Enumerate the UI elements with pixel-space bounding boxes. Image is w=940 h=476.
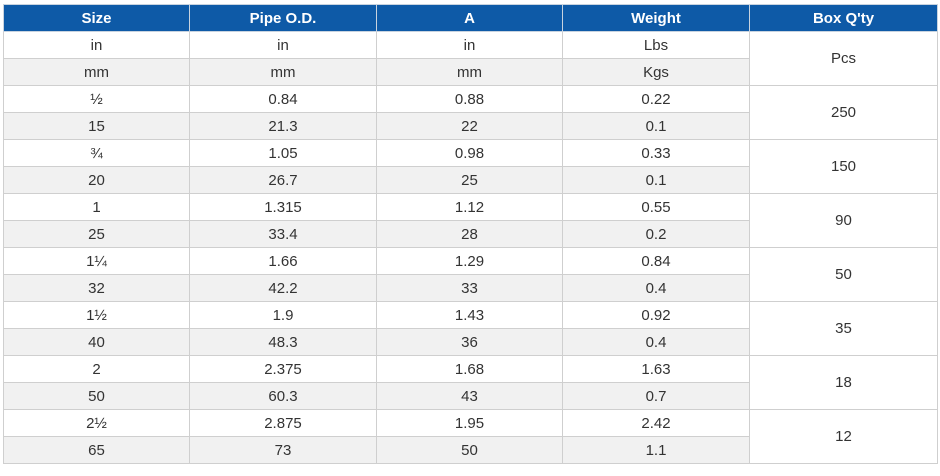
table-row-imperial: 1½ 1.9 1.43 0.92 35 [3,301,938,356]
weight-cell: 1.1 [562,436,750,464]
a-cell: 43 [376,382,563,410]
a-cell: 1.68 [376,355,563,383]
table-row-imperial: 2½ 2.875 1.95 2.42 12 [3,409,938,464]
weight-cell: 0.55 [562,193,750,221]
pipe-od-cell: 2.375 [189,355,377,383]
weight-cell: 0.2 [562,220,750,248]
table-row-metric: 25 33.4 28 0.2 [3,220,938,248]
pipe-od-cell: 2.875 [189,409,377,437]
size-cell: 40 [3,328,190,356]
header-box-qty: Box Q'ty [749,4,938,32]
weight-cell: 0.1 [562,112,750,140]
pipe-od-cell: 1.315 [189,193,377,221]
table-cell: mm [189,58,377,86]
size-cell: 15 [3,112,190,140]
table-row-imperial: ¾ 1.05 0.98 0.33 150 [3,139,938,194]
pipe-od-cell: 1.9 [189,301,377,329]
a-cell: 36 [376,328,563,356]
box-qty-cell: 250 [749,85,938,140]
pipe-od-cell: 0.84 [189,85,377,113]
weight-cell: 0.4 [562,274,750,302]
size-cell: 1¼ [3,247,190,275]
pipe-od-cell: 73 [189,436,377,464]
size-cell: 25 [3,220,190,248]
size-cell: 1½ [3,301,190,329]
table-row-metric: 40 48.3 36 0.4 [3,328,938,356]
weight-cell: 1.63 [562,355,750,383]
header-weight: Weight [562,4,750,32]
pipe-od-cell: 60.3 [189,382,377,410]
pipe-od-cell: 33.4 [189,220,377,248]
table-cell: Lbs [562,31,750,59]
size-cell: ½ [3,85,190,113]
weight-cell: 0.33 [562,139,750,167]
a-cell: 1.29 [376,247,563,275]
table-cell: Kgs [562,58,750,86]
header-size: Size [3,4,190,32]
weight-cell: 0.92 [562,301,750,329]
table-cell: in [3,31,190,59]
table-cell: in [376,31,563,59]
table-row-imperial: 1 1.315 1.12 0.55 90 [3,193,938,248]
size-cell: 20 [3,166,190,194]
pipe-od-cell: 48.3 [189,328,377,356]
a-cell: 33 [376,274,563,302]
header-row: Size Pipe O.D. A Weight Box Q'ty [3,4,938,32]
size-cell: 65 [3,436,190,464]
weight-cell: 0.84 [562,247,750,275]
table-row-imperial: 2 2.375 1.68 1.63 18 [3,355,938,410]
a-cell: 28 [376,220,563,248]
pipe-od-cell: 1.05 [189,139,377,167]
box-qty-cell: 150 [749,139,938,194]
table-row-metric: 50 60.3 43 0.7 [3,382,938,410]
pipe-od-cell: 42.2 [189,274,377,302]
a-cell: 0.98 [376,139,563,167]
table-row-metric: 20 26.7 25 0.1 [3,166,938,194]
table-row-imperial: 1¼ 1.66 1.29 0.84 50 [3,247,938,302]
table-row-imperial: ½ 0.84 0.88 0.22 250 [3,85,938,140]
a-cell: 1.95 [376,409,563,437]
weight-cell: 0.4 [562,328,750,356]
a-cell: 1.43 [376,301,563,329]
table-row-metric: 15 21.3 22 0.1 [3,112,938,140]
a-cell: 22 [376,112,563,140]
a-cell: 1.12 [376,193,563,221]
a-cell: 50 [376,436,563,464]
pipe-od-cell: 21.3 [189,112,377,140]
weight-cell: 0.1 [562,166,750,194]
a-cell: 25 [376,166,563,194]
header-a: A [376,4,563,32]
header-pipe-od: Pipe O.D. [189,4,377,32]
box-qty-cell: 12 [749,409,938,464]
table-cell: in [189,31,377,59]
unit-row-imperial: in in in Lbs Pcs [3,31,938,86]
table-cell: mm [3,58,190,86]
table-row-metric: 65 73 50 1.1 [3,436,938,464]
size-cell: 2 [3,355,190,383]
box-qty-cell: 35 [749,301,938,356]
size-cell: 1 [3,193,190,221]
box-qty-cell: 50 [749,247,938,302]
weight-cell: 2.42 [562,409,750,437]
size-cell: ¾ [3,139,190,167]
weight-cell: 0.7 [562,382,750,410]
table-cell: mm [376,58,563,86]
size-cell: 2½ [3,409,190,437]
pipe-od-cell: 1.66 [189,247,377,275]
box-qty-unit: Pcs [749,31,938,86]
pipe-od-cell: 26.7 [189,166,377,194]
size-cell: 32 [3,274,190,302]
box-qty-cell: 18 [749,355,938,410]
box-qty-cell: 90 [749,193,938,248]
spec-table: Size Pipe O.D. A Weight Box Q'ty in in i… [3,4,938,464]
size-cell: 50 [3,382,190,410]
a-cell: 0.88 [376,85,563,113]
weight-cell: 0.22 [562,85,750,113]
unit-row-metric: mm mm mm Kgs [3,58,938,86]
